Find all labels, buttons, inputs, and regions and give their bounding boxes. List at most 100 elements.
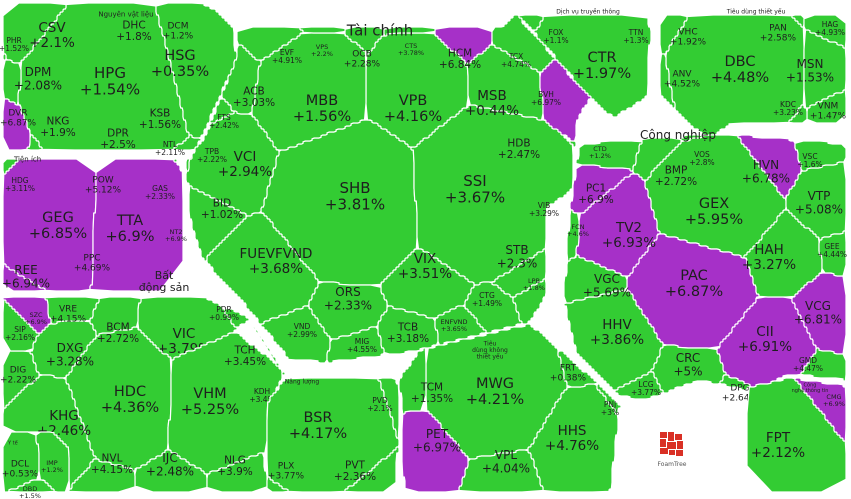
stock-cell-anv[interactable]: ANV+4.52% [659, 53, 701, 109]
stock-cell-bid[interactable]: BID+1.02% [188, 185, 247, 262]
stock-cell-vgc[interactable]: VGC+5.69% [563, 254, 631, 304]
stock-cell-dvr[interactable]: DVR+6.87% [0, 98, 37, 151]
stock-cell-vnd[interactable]: VND+2.99% [260, 305, 331, 364]
stock-cell-hdg[interactable]: HDG+3.11% [2, 158, 35, 193]
stock-cell-dpm[interactable]: DPM+2.08% [2, 59, 62, 106]
stock-cell-kdh[interactable]: KDH+3.4% [249, 371, 286, 404]
stock-cell-geg[interactable]: GEG+6.85% [2, 158, 97, 292]
stock-cell-gas[interactable]: GAS+2.33% [145, 158, 178, 201]
stock-cell-pc1[interactable]: PC1+6.9% [569, 164, 634, 214]
stock-cell-pow[interactable]: POW+5.12% [85, 176, 122, 196]
stock-ticker-label: ANV [672, 70, 692, 80]
stock-cell-crc[interactable]: CRC+5% [650, 344, 727, 394]
stock-ticker-label: POW [92, 176, 114, 186]
stock-cell-frt[interactable]: FRT+0.38% [550, 350, 598, 388]
stock-cell-tcb[interactable]: TCB+3.18% [377, 305, 439, 355]
stock-cell-pet[interactable]: PET+6.97% [401, 410, 469, 493]
stock-cell-tpb[interactable]: TPB+2.22% [185, 147, 227, 172]
stock-cell-ctd[interactable]: CTD+1.2% [575, 140, 643, 172]
stock-cell-vos[interactable]: VOS+2.8% [680, 134, 715, 167]
stock-cell-ocb[interactable]: OCB+2.28% [344, 26, 385, 70]
stock-cell-dhc[interactable]: DHC+1.8% [116, 19, 151, 43]
stock-cell-gee[interactable]: GEE+4.44% [817, 230, 847, 277]
stock-cell-pvt[interactable]: PVT+2.36% [334, 446, 400, 493]
stock-cell-dcm[interactable]: DCM+1.2% [163, 22, 194, 42]
stock-cell-vps[interactable]: VPS+2.2% [299, 26, 346, 58]
stock-cell-phr[interactable]: PHR+1.52% [0, 36, 29, 61]
stock-cell-pnj[interactable]: PNJ+3% [596, 383, 622, 417]
stock-cell-vpl[interactable]: VPL+4.04% [458, 448, 544, 493]
stock-cell-vcg[interactable]: VCG+6.81% [791, 272, 847, 355]
stock-cell-mwg[interactable]: MWG+4.21% [425, 323, 568, 460]
stock-cell-ctg[interactable]: CTG+1.49% [464, 281, 523, 334]
stock-cell-gmd[interactable]: GMD+4.47% [793, 347, 847, 382]
stock-cell-bmp[interactable]: BMP+2.72% [632, 137, 697, 188]
stock-cell-vtp[interactable]: VTP+5.08% [785, 161, 847, 241]
stock-cell-hag[interactable]: HAG+4.93% [803, 14, 847, 49]
stock-ticker-label: DHC [122, 19, 145, 31]
stock-cell-ctr[interactable]: CTR+1.97% [533, 14, 652, 118]
stock-cell-msb[interactable]: MSB+0.44% [464, 44, 544, 121]
stock-cell-shape [2, 296, 52, 334]
stock-cell-dxg[interactable]: DXG+3.28% [29, 320, 97, 379]
stock-cell-ree[interactable]: REE+6.94% [2, 263, 50, 292]
stock-cell-tch[interactable]: TCH+3.45% [224, 321, 280, 368]
stock-cell-cts[interactable]: CTS+3.78% [383, 26, 436, 57]
stock-change-label: +1.2% [589, 152, 611, 160]
stock-cell-shb[interactable]: SHB+3.81% [260, 119, 418, 286]
stock-cell-tta[interactable]: TTA+6.9% [89, 158, 184, 292]
stock-cell-cii[interactable]: CII+6.91% [716, 296, 817, 388]
stock-cell-vsc[interactable]: VSC+1.6% [794, 140, 847, 172]
stock-change-label: +6.84% [439, 59, 481, 71]
stock-cell-ppc[interactable]: PPC+4.69% [74, 254, 111, 274]
stock-change-label: +4.16% [384, 109, 442, 125]
stock-cell-hdc[interactable]: HDC+4.36% [65, 326, 172, 472]
stock-cell-bcm[interactable]: BCM+2.72% [89, 296, 142, 345]
stock-cell-vib[interactable]: VIB+3.29% [529, 201, 559, 218]
stock-cell-kdc[interactable]: KDC+3.23% [773, 100, 808, 124]
stock-cell-dbc[interactable]: DBC+4.48% [665, 14, 805, 136]
stock-cell-hsg[interactable]: HSG+0.35% [151, 2, 238, 139]
stock-cell-fcn[interactable]: FCN+4.6% [566, 209, 589, 262]
stock-cell-lcg[interactable]: LCG+3.77% [614, 371, 664, 400]
stock-cell-fts[interactable]: FTS+2.42% [209, 98, 239, 130]
stock-cell-szc[interactable]: SZC+6.9% [2, 296, 52, 334]
stock-cell-tcm[interactable]: TCM+1.35% [398, 347, 453, 415]
stock-cell-cmg[interactable]: CMG+6.9% [794, 377, 847, 442]
stock-cell-dig[interactable]: DIG+2.22% [0, 350, 40, 409]
stock-change-label: +3.51% [398, 266, 452, 282]
stock-cell-shape [299, 26, 346, 34]
stock-cell-ksb[interactable]: KSB+1.56% [139, 107, 181, 131]
stock-ticker-label: HHV [602, 317, 632, 333]
stock-cell-dpg[interactable]: DPG+2.64% [719, 374, 759, 404]
stock-cell-lpb[interactable]: LPB+1.8% [512, 277, 547, 325]
stock-cell-ttn[interactable]: TTN+1.3% [623, 28, 648, 45]
stock-cell-hcm[interactable]: HCM+6.84% [434, 26, 493, 71]
stock-cell-vpb[interactable]: VPB+4.16% [365, 32, 469, 148]
stock-cell-fox[interactable]: FOX+1.1% [518, 14, 569, 45]
stock-cell-nvl[interactable]: NVL+4.15% [68, 452, 136, 493]
stock-ticker-label: ACB [243, 85, 265, 97]
stock-cell-acb[interactable]: ACB+3.03% [221, 44, 275, 115]
stock-cell-bsr[interactable]: BSR+4.17% [266, 377, 400, 493]
stock-cell-msn[interactable]: MSN+1.53% [786, 29, 847, 109]
stock-cell-ijc[interactable]: IJC+2.48% [134, 449, 208, 493]
stock-cell-nt2[interactable]: NT2+6.9% [165, 228, 187, 243]
stock-cell-fuevfvnd[interactable]: FUEVFVND+3.68% [206, 212, 319, 325]
stock-ticker-label: TTN [628, 28, 644, 37]
stock-cell-plx[interactable]: PLX+3.77% [266, 462, 305, 493]
stock-cell-nlg[interactable]: NLG+3.9% [206, 452, 268, 493]
stock-cell-ntl[interactable]: NTL+2.11% [155, 134, 202, 157]
stock-cell-dbd[interactable]: DBD+1.5% [8, 479, 55, 499]
stock-ticker-label: VOS [694, 150, 710, 159]
stock-cell-pdr[interactable]: PDR+0.99% [209, 305, 250, 328]
stock-change-label: +4.76% [545, 438, 599, 454]
stock-cell-pan[interactable]: PAN+2.58% [760, 14, 805, 44]
stock-cell-enfvnd[interactable]: ENFVND+3.65% [434, 305, 487, 346]
stock-cell-dpr[interactable]: DPR+2.5% [100, 127, 135, 151]
stock-cell-evf[interactable]: EVF+4.91% [236, 26, 304, 65]
stock-cell-pvd[interactable]: PVD+2.1% [367, 377, 400, 439]
stock-cell-mig[interactable]: MIG+4.55% [326, 326, 385, 364]
stock-cell-hvn[interactable]: HVN+6.78% [737, 134, 802, 199]
stock-cell-vix[interactable]: VIX+3.51% [380, 248, 475, 319]
